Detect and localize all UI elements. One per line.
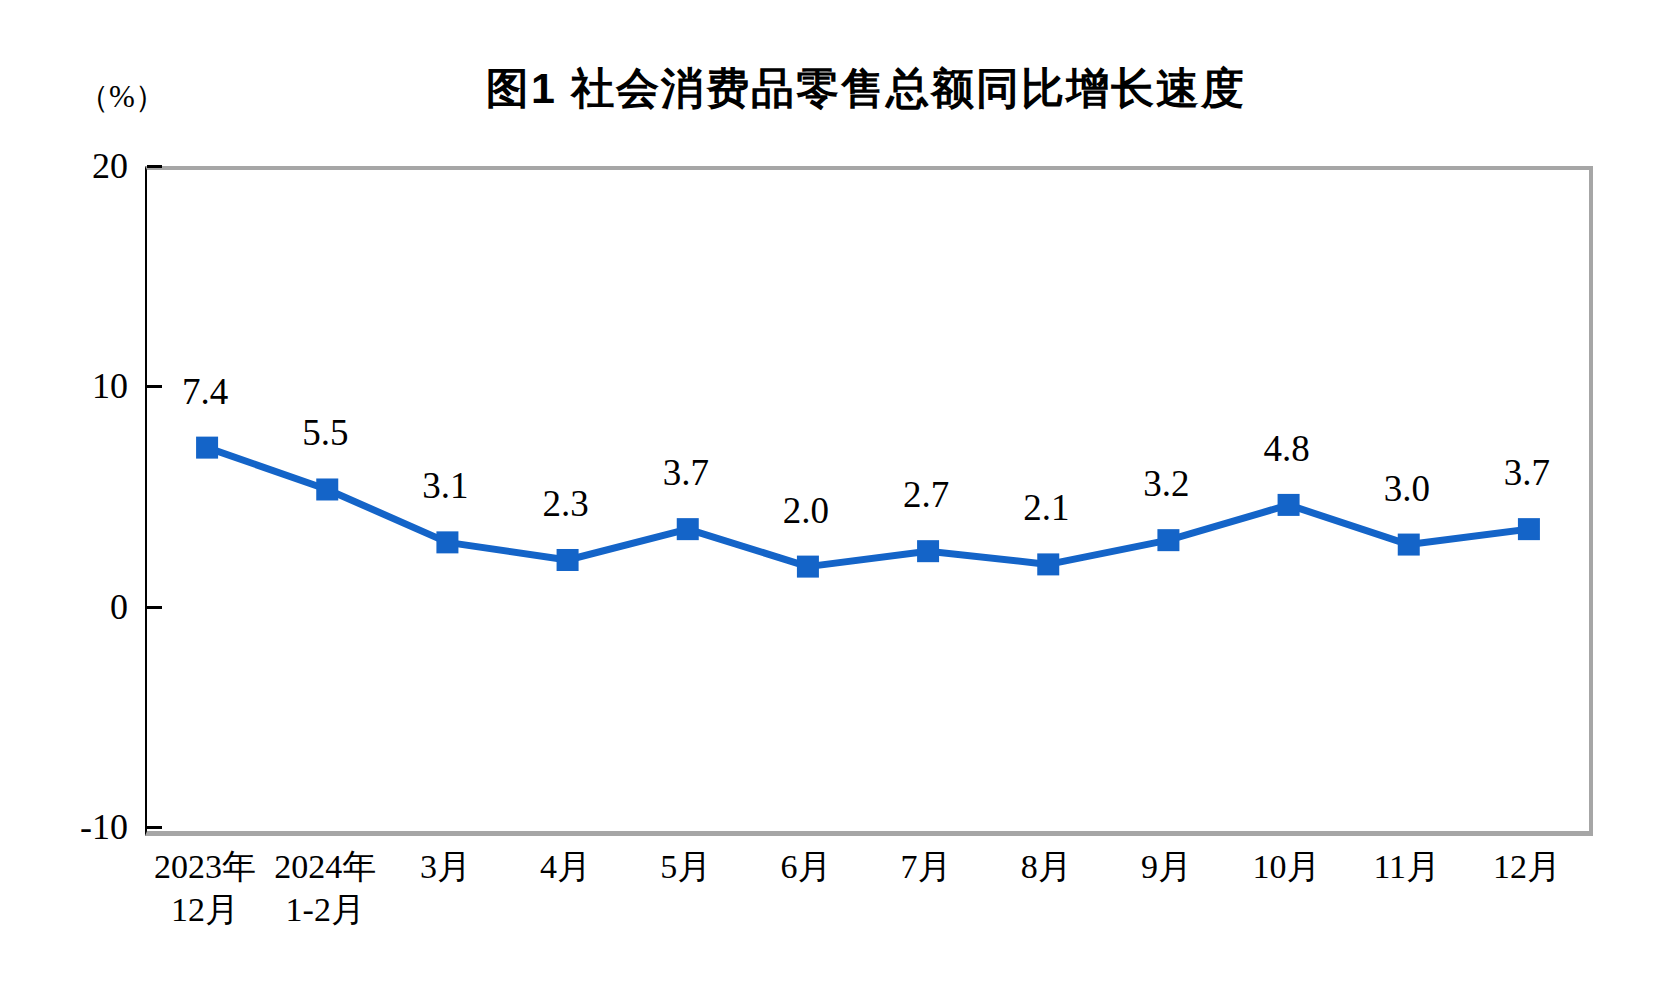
data-point-value-label: 5.5 (255, 412, 395, 454)
data-point-marker (797, 556, 819, 578)
data-point-marker (316, 478, 338, 500)
data-point-marker (917, 540, 939, 562)
data-point-value-label: 7.4 (135, 371, 275, 413)
data-point-value-label: 2.1 (976, 487, 1116, 529)
data-point-marker (1037, 553, 1059, 575)
data-point-marker (1518, 518, 1540, 540)
data-point-marker (196, 437, 218, 459)
chart-canvas: 图1 社会消费品零售总额同比增长速度 （%） 20100-10 2023年 12… (0, 0, 1662, 984)
data-point-marker (557, 549, 579, 571)
data-point-value-label: 3.2 (1096, 463, 1236, 505)
y-axis-tick-label: -10 (28, 805, 128, 849)
data-point-value-label: 3.7 (1457, 452, 1597, 494)
data-point-marker (677, 518, 699, 540)
y-axis-tick-mark (147, 606, 162, 609)
chart-title: 图1 社会消费品零售总额同比增长速度 (145, 60, 1587, 118)
data-point-value-label: 2.0 (736, 490, 876, 532)
y-axis-tick-label: 10 (28, 364, 128, 408)
y-axis-tick-label: 0 (28, 585, 128, 629)
data-point-value-label: 3.1 (375, 465, 515, 507)
y-axis-tick-label: 20 (28, 144, 128, 188)
data-point-marker (1278, 494, 1300, 516)
data-point-marker (1398, 534, 1420, 556)
data-point-value-label: 3.0 (1337, 468, 1477, 510)
x-axis-tick-label: 12月 (1432, 845, 1622, 888)
data-point-value-label: 2.3 (496, 483, 636, 525)
data-point-marker (1157, 529, 1179, 551)
data-point-value-label: 4.8 (1217, 428, 1357, 470)
data-point-value-label: 2.7 (856, 474, 996, 516)
y-axis-tick-mark (147, 165, 162, 168)
data-point-value-label: 3.7 (616, 452, 756, 494)
data-point-marker (436, 531, 458, 553)
y-axis-tick-mark (147, 826, 162, 829)
y-axis-unit-label: （%） (78, 76, 166, 118)
